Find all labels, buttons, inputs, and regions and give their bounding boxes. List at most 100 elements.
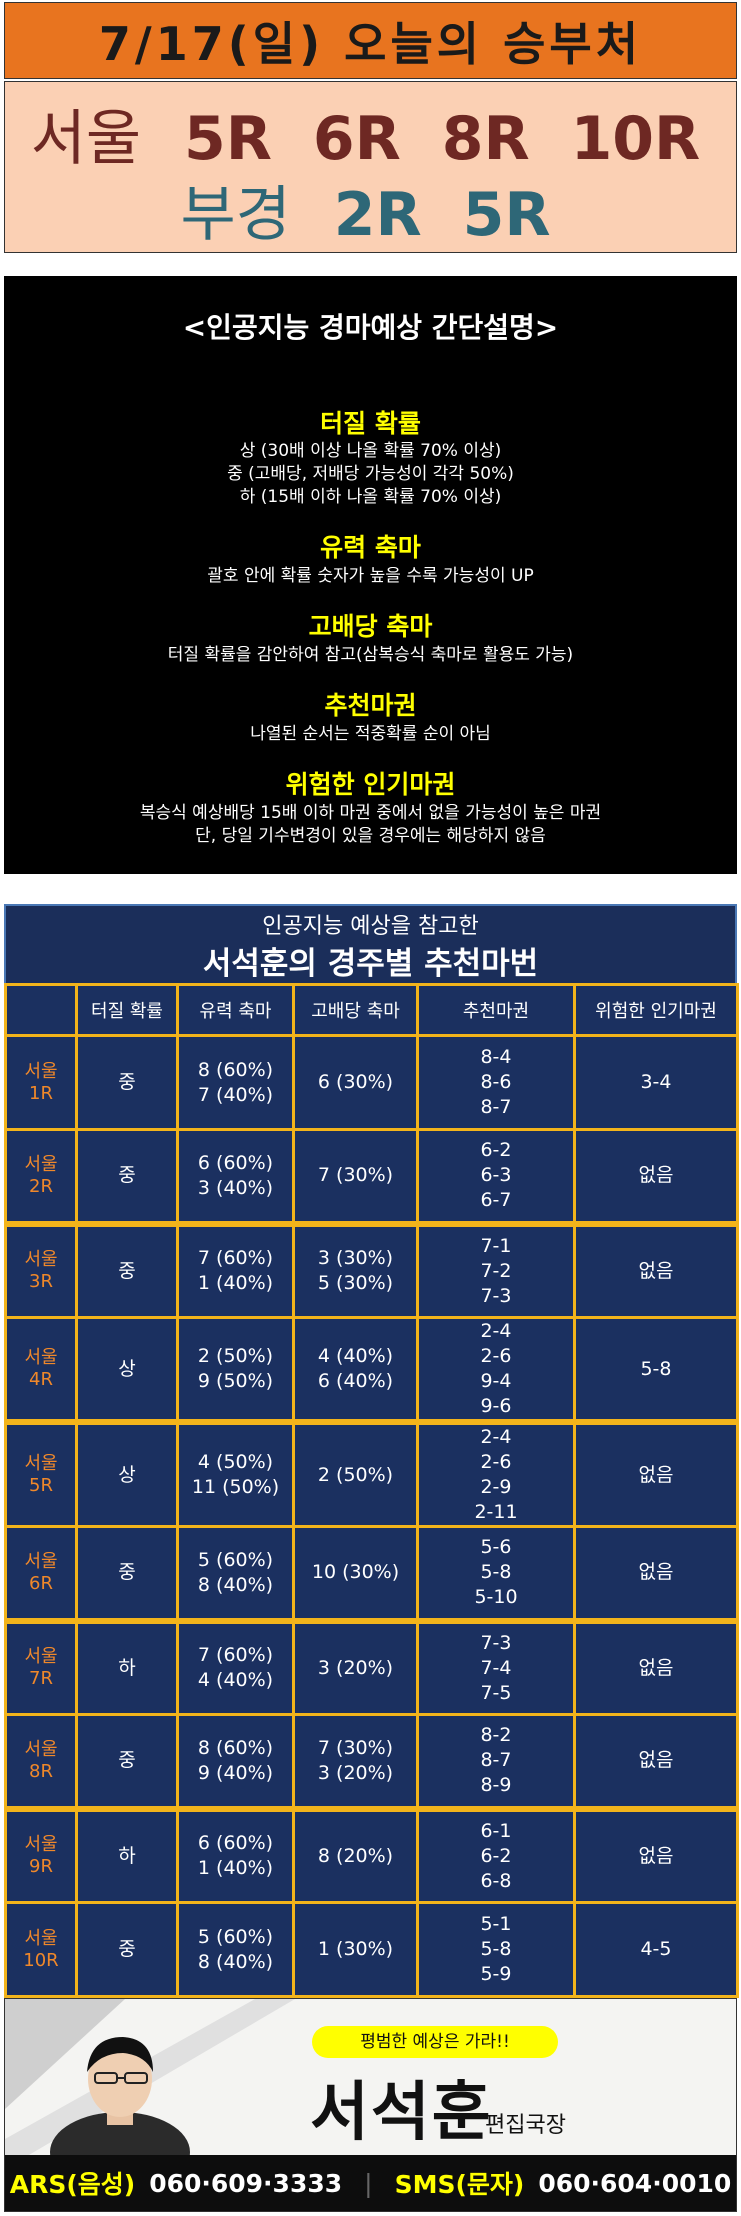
high-cell: 1 (30%) bbox=[292, 1901, 419, 1998]
busan-races-line: 부경 2R 5R bbox=[5, 166, 736, 253]
recommended-ticket: 7-4 bbox=[480, 1656, 512, 1679]
recommended-ticket: 2-6 bbox=[480, 1345, 512, 1367]
strong-pick: 8 (40%) bbox=[197, 1950, 274, 1973]
high-cell: 3 (20%) bbox=[292, 1619, 419, 1716]
table-row: 서울 1R 중 8 (60%) 7 (40%) 6 (30%) 8-4 8-6 8-7 3-4 bbox=[4, 1034, 739, 1131]
recommended-ticket: 7-3 bbox=[480, 1631, 512, 1654]
strong-pick: 7 (60%) bbox=[197, 1644, 274, 1667]
danger-cell: 4-5 bbox=[573, 1901, 739, 1998]
high-odds-pick: 6 (40%) bbox=[317, 1370, 394, 1392]
recommended-ticket: 9-4 bbox=[480, 1370, 512, 1392]
rec-cell: 7-3 7-4 7-5 bbox=[416, 1619, 576, 1716]
race-cell: 서울 10R bbox=[4, 1901, 78, 1998]
race-cell: 서울 1R bbox=[4, 1034, 78, 1131]
busan-race: 2R bbox=[333, 180, 422, 250]
sms-number[interactable]: 060·604·0010 bbox=[538, 2168, 732, 2198]
recommended-ticket: 5-1 bbox=[480, 1913, 512, 1935]
date-title: 7/17(일) 오늘의 승부처 bbox=[98, 16, 643, 71]
high-odds-pick: 6 (30%) bbox=[317, 1071, 394, 1093]
rec-cell: 2-4 2-6 2-9 2-11 bbox=[416, 1420, 576, 1528]
col-header-strong: 유력 축마 bbox=[176, 983, 295, 1037]
table-row: 서울 5R 상 4 (50%) 11 (50%) 2 (50%) 2-4 2-6 2-9 2-11… bbox=[4, 1420, 739, 1528]
prob-cell: 하 bbox=[75, 1807, 179, 1904]
danger-cell: 없음 bbox=[573, 1807, 739, 1904]
rec-cell: 5-1 5-8 5-9 bbox=[416, 1901, 576, 1998]
table-row: 서울 10R 중 5 (60%) 8 (40%) 1 (30%) 5-1 5-8 5-9 4-5 bbox=[4, 1901, 739, 1998]
seoul-race: 6R bbox=[312, 104, 401, 174]
rec-cell: 2-4 2-6 9-4 9-6 bbox=[416, 1316, 576, 1425]
race-cell: 서울 7R bbox=[4, 1619, 78, 1716]
race-label: 3R bbox=[29, 1271, 53, 1293]
race-label: 서울 bbox=[24, 1646, 58, 1668]
recommended-ticket: 9-6 bbox=[480, 1395, 512, 1417]
recommended-ticket: 6-2 bbox=[480, 1844, 512, 1867]
danger-cell: 없음 bbox=[573, 1525, 739, 1624]
section-text: 단, 당일 기수변경이 있을 경우에는 해당하지 않음 bbox=[195, 826, 546, 846]
strong-pick: 8 (60%) bbox=[197, 1058, 274, 1081]
race-label: 2R bbox=[29, 1175, 53, 1197]
high-cell: 2 (50%) bbox=[292, 1420, 419, 1528]
strong-cell: 5 (60%) 8 (40%) bbox=[176, 1525, 295, 1624]
col-header-race bbox=[4, 983, 78, 1037]
recommended-ticket: 7-1 bbox=[480, 1234, 512, 1257]
rec-cell: 8-2 8-7 8-9 bbox=[416, 1713, 576, 1812]
race-cell: 서울 4R bbox=[4, 1316, 78, 1425]
strong-pick: 4 (40%) bbox=[197, 1669, 274, 1692]
promo-banner: 평범한 예상은 가라!! 서석훈 편집국장 ARS(음성) 060·609·33… bbox=[4, 1998, 737, 2212]
info-title: <인공지능 경마예상 간단설명> bbox=[182, 311, 559, 344]
race-label: 8R bbox=[29, 1760, 53, 1782]
rec-cell: 8-4 8-6 8-7 bbox=[416, 1034, 576, 1131]
strong-cell: 2 (50%) 9 (50%) bbox=[176, 1316, 295, 1425]
race-label: 4R bbox=[29, 1369, 53, 1390]
high-odds-pick: 8 (20%) bbox=[317, 1844, 394, 1867]
strong-pick: 6 (60%) bbox=[197, 1151, 274, 1174]
section-text: 하 (15배 이하 나올 확률 70% 이상) bbox=[239, 487, 502, 507]
section-heading-burst: 터질 확률 bbox=[320, 409, 421, 438]
strong-pick: 5 (60%) bbox=[197, 1925, 274, 1948]
strong-cell: 8 (60%) 7 (40%) bbox=[176, 1034, 295, 1131]
editor-role: 편집국장 bbox=[485, 2113, 566, 2138]
sms-label: SMS(문자) bbox=[394, 2170, 525, 2199]
danger-cell: 없음 bbox=[573, 1619, 739, 1716]
busan-label: 부경 bbox=[180, 180, 291, 250]
recommended-ticket: 5-9 bbox=[480, 1963, 512, 1985]
editor-name: 서석훈 bbox=[310, 2076, 493, 2150]
race-label: 9R bbox=[29, 1856, 53, 1878]
section-text: 터질 확률을 감안하여 참고(삼복승식 축마로 활용도 가능) bbox=[167, 645, 574, 665]
ars-number[interactable]: 060·609·3333 bbox=[149, 2168, 343, 2198]
table-row: 서울 3R 중 7 (60%) 1 (40%) 3 (30%) 5 (30%) 7-1 7-2 7… bbox=[4, 1222, 739, 1319]
race-label: 서울 bbox=[24, 1060, 58, 1082]
table-row: 서울 6R 중 5 (60%) 8 (40%) 10 (30%) 5-6 5-8 5-10 없음 bbox=[4, 1525, 739, 1624]
panel-subtitle: 인공지능 예상을 참고한 bbox=[262, 914, 479, 939]
danger-cell: 3-4 bbox=[573, 1034, 739, 1131]
recommended-ticket: 5-8 bbox=[480, 1938, 512, 1960]
recommended-ticket: 8-6 bbox=[480, 1071, 512, 1093]
race-cell: 서울 6R bbox=[4, 1525, 78, 1624]
seoul-race: 5R bbox=[184, 104, 272, 174]
strong-pick: 8 (40%) bbox=[197, 1573, 274, 1596]
strong-cell: 5 (60%) 8 (40%) bbox=[176, 1901, 295, 1998]
high-cell: 4 (40%) 6 (40%) bbox=[292, 1316, 419, 1425]
race-label: 서울 bbox=[24, 1153, 58, 1175]
col-header-high: 고배당 축마 bbox=[292, 983, 419, 1037]
high-odds-pick: 10 (30%) bbox=[311, 1561, 400, 1584]
prob-cell: 중 bbox=[75, 1034, 179, 1131]
recommend-table: 터질 확률 유력 축마 고배당 축마 추천마권 위험한 인기마권 서울 1R 중 8 … bbox=[4, 983, 739, 1998]
section-text: 복승식 예상배당 15배 이하 마권 중에서 없을 가능성이 높은 마권 bbox=[139, 803, 602, 823]
recommended-ticket: 2-6 bbox=[480, 1451, 512, 1473]
danger-cell: 없음 bbox=[573, 1128, 739, 1227]
recommended-ticket: 8-9 bbox=[480, 1774, 512, 1797]
section-heading-high-odds: 고배당 축마 bbox=[308, 612, 433, 641]
race-cell: 서울 3R bbox=[4, 1222, 78, 1319]
strong-cell: 7 (60%) 1 (40%) bbox=[176, 1222, 295, 1319]
danger-cell: 5-8 bbox=[573, 1316, 739, 1425]
info-panel: <인공지능 경마예상 간단설명> 터질 확률 상 (30배 이상 나올 확률 7… bbox=[4, 276, 737, 874]
strong-cell: 4 (50%) 11 (50%) bbox=[176, 1420, 295, 1528]
recommended-ticket: 7-2 bbox=[480, 1259, 512, 1282]
recommended-ticket: 6-8 bbox=[480, 1869, 512, 1892]
section-text: 상 (30배 이상 나올 확률 70% 이상) bbox=[239, 441, 502, 461]
recommended-ticket: 6-2 bbox=[480, 1139, 512, 1162]
prob-cell: 상 bbox=[75, 1420, 179, 1528]
high-odds-pick: 3 (20%) bbox=[317, 1761, 394, 1784]
race-label: 서울 bbox=[24, 1249, 58, 1271]
